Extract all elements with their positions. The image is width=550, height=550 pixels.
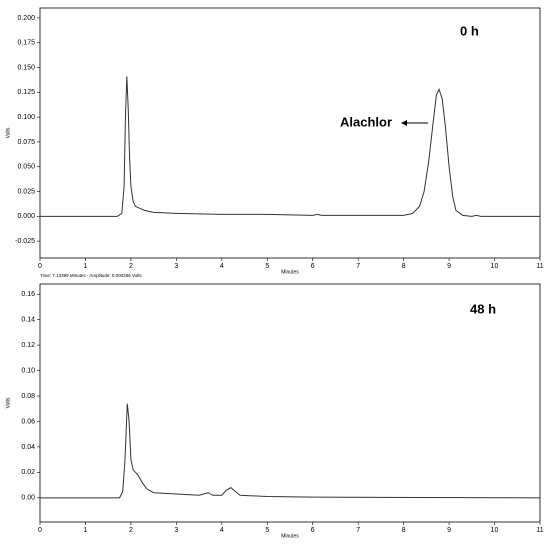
x-tick-label: 7: [356, 263, 360, 270]
y-tick-label: 0.175: [17, 40, 35, 47]
x-tick-label: 9: [447, 263, 451, 270]
x-tick-label: 1: [84, 263, 88, 270]
x-tick-label: 10: [491, 263, 499, 270]
x-axis-label: Minutes: [281, 533, 299, 539]
y-tick-label: 0.075: [17, 139, 35, 146]
y-tick-label: 0.16: [21, 291, 35, 298]
x-tick-label: 2: [129, 263, 133, 270]
x-tick-label: 1: [84, 527, 88, 534]
y-tick-label: 0.10: [21, 367, 35, 374]
y-tick-label: 0.12: [21, 342, 35, 349]
plot-frame: [39, 7, 541, 259]
trace: [40, 76, 540, 217]
annotation: 0 h: [460, 23, 479, 38]
plot-frame: [39, 283, 541, 523]
x-tick-label: 3: [174, 527, 178, 534]
y-tick-label: 0.025: [17, 188, 35, 195]
x-tick-label: 8: [402, 527, 406, 534]
y-tick-label: 0.04: [21, 444, 35, 451]
x-tick-label: 11: [536, 263, 543, 270]
y-tick-label: 0.000: [17, 213, 35, 220]
x-tick-label: 3: [174, 263, 178, 270]
y-tick-label: 0.14: [21, 316, 35, 323]
x-tick-label: 4: [220, 527, 224, 534]
x-tick-label: 5: [265, 263, 269, 270]
y-axis-label: Volts: [5, 397, 11, 408]
x-tick-label: 0: [38, 263, 42, 270]
x-tick-label: 6: [311, 527, 315, 534]
y-tick-label: 0.150: [17, 64, 35, 71]
x-tick-label: 8: [402, 263, 406, 270]
y-tick-label: 0.200: [17, 15, 35, 22]
y-tick-label: -0.025: [15, 238, 35, 245]
y-tick-label: 0.08: [21, 393, 35, 400]
x-tick-label: 2: [129, 527, 133, 534]
x-tick-label: 10: [491, 527, 499, 534]
y-tick-label: 0.100: [17, 114, 35, 121]
y-tick-label: 0.050: [17, 164, 35, 171]
y-tick-label: 0.125: [17, 89, 35, 96]
status-text: Time: 7.13399 Minutes - Amplitude: 0.000…: [40, 273, 142, 278]
x-tick-label: 6: [311, 263, 315, 270]
x-tick-label: 0: [38, 527, 42, 534]
x-tick-label: 5: [265, 527, 269, 534]
annotation: 48 h: [470, 301, 496, 316]
x-tick-label: 4: [220, 263, 224, 270]
y-tick-label: 0.06: [21, 418, 35, 425]
annotation: Alachlor: [340, 114, 392, 129]
y-tick-label: 0.02: [21, 469, 35, 476]
y-axis-label: Volts: [5, 127, 11, 138]
x-tick-label: 7: [356, 527, 360, 534]
trace: [40, 403, 541, 499]
x-tick-label: 9: [447, 527, 451, 534]
x-tick-label: 11: [536, 527, 543, 534]
y-tick-label: 0.00: [21, 495, 35, 502]
x-axis-label: Minutes: [281, 269, 299, 275]
